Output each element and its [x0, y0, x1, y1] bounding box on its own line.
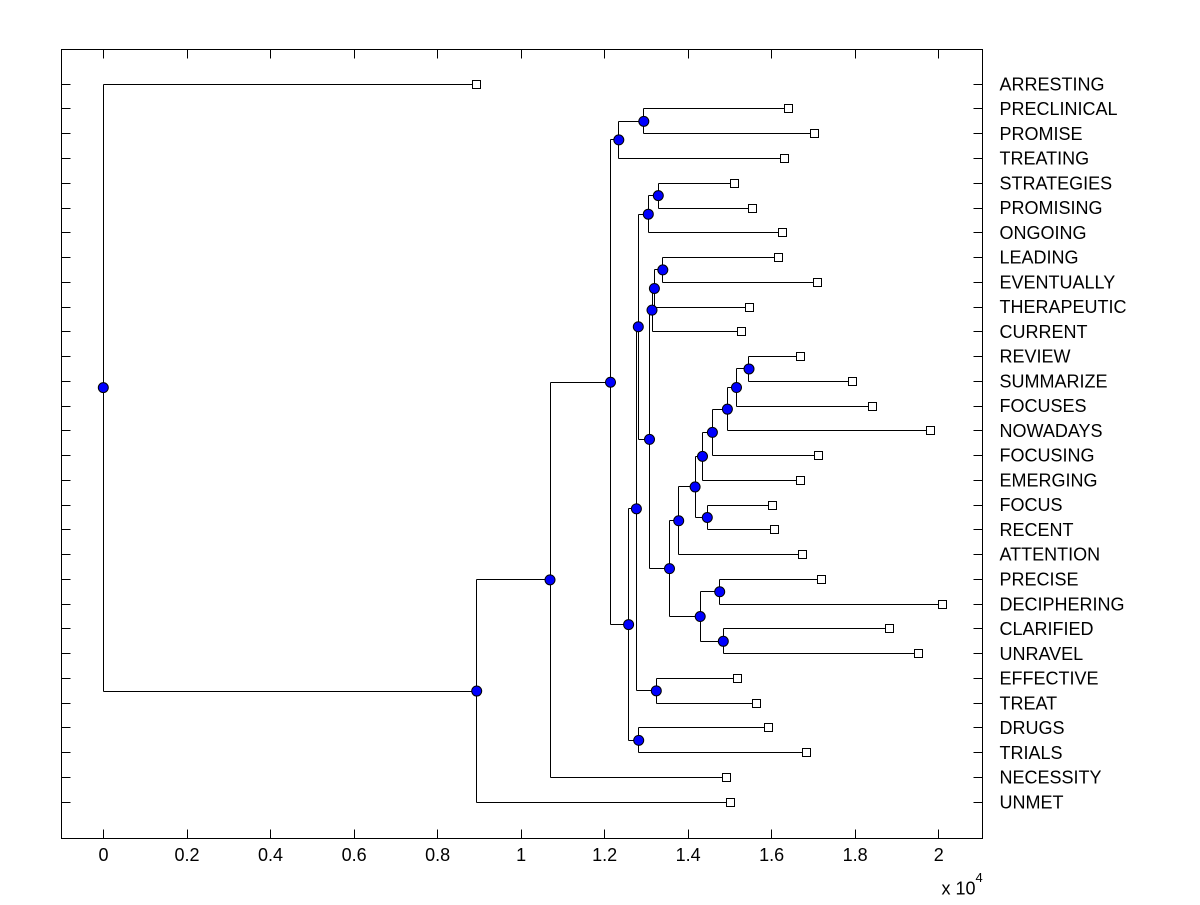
svg-text:x 10: x 10: [942, 879, 976, 899]
svg-text:SUMMARIZE: SUMMARIZE: [1000, 371, 1108, 391]
svg-text:1.4: 1.4: [676, 845, 701, 865]
svg-text:0.4: 0.4: [258, 845, 283, 865]
svg-text:1.2: 1.2: [592, 845, 617, 865]
svg-text:4: 4: [976, 870, 983, 885]
svg-text:NOWADAYS: NOWADAYS: [1000, 421, 1103, 441]
svg-text:1.8: 1.8: [843, 845, 868, 865]
svg-text:FOCUS: FOCUS: [1000, 495, 1063, 515]
svg-text:UNRAVEL: UNRAVEL: [1000, 644, 1084, 664]
svg-text:ATTENTION: ATTENTION: [1000, 545, 1101, 565]
svg-text:1: 1: [516, 845, 526, 865]
svg-text:DECIPHERING: DECIPHERING: [1000, 594, 1125, 614]
svg-text:EFFECTIVE: EFFECTIVE: [1000, 669, 1099, 689]
svg-text:CURRENT: CURRENT: [1000, 322, 1088, 342]
svg-text:PROMISING: PROMISING: [1000, 198, 1103, 218]
svg-text:LEADING: LEADING: [1000, 248, 1079, 268]
svg-text:ARRESTING: ARRESTING: [1000, 74, 1105, 94]
svg-text:FOCUSING: FOCUSING: [1000, 446, 1095, 466]
svg-text:DRUGS: DRUGS: [1000, 718, 1065, 738]
svg-text:PROMISE: PROMISE: [1000, 124, 1083, 144]
svg-text:UNMET: UNMET: [1000, 792, 1064, 812]
svg-text:REVIEW: REVIEW: [1000, 347, 1071, 367]
svg-text:PRECLINICAL: PRECLINICAL: [1000, 99, 1118, 119]
svg-text:RECENT: RECENT: [1000, 520, 1074, 540]
svg-text:TREAT: TREAT: [1000, 693, 1058, 713]
svg-text:TRIALS: TRIALS: [1000, 743, 1063, 763]
svg-text:0.8: 0.8: [425, 845, 450, 865]
svg-text:TREATING: TREATING: [1000, 149, 1090, 169]
svg-text:PRECISE: PRECISE: [1000, 570, 1079, 590]
svg-text:STRATEGIES: STRATEGIES: [1000, 173, 1113, 193]
svg-text:FOCUSES: FOCUSES: [1000, 396, 1087, 416]
svg-text:ONGOING: ONGOING: [1000, 223, 1087, 243]
svg-text:EVENTUALLY: EVENTUALLY: [1000, 272, 1116, 292]
svg-text:EMERGING: EMERGING: [1000, 471, 1098, 491]
svg-text:CLARIFIED: CLARIFIED: [1000, 619, 1094, 639]
svg-text:2: 2: [934, 845, 944, 865]
svg-text:0.6: 0.6: [342, 845, 367, 865]
svg-text:0: 0: [98, 845, 108, 865]
svg-text:0.2: 0.2: [174, 845, 199, 865]
svg-text:NECESSITY: NECESSITY: [1000, 768, 1102, 788]
svg-text:THERAPEUTIC: THERAPEUTIC: [1000, 297, 1127, 317]
svg-text:1.6: 1.6: [759, 845, 784, 865]
